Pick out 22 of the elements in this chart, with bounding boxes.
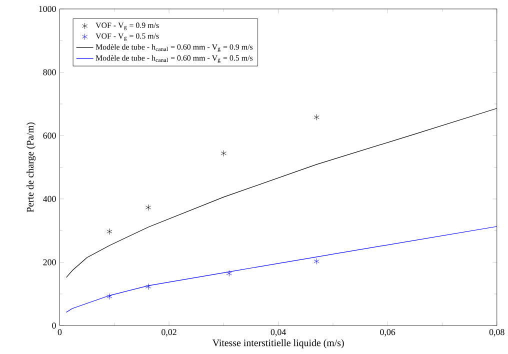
y-tick-label: 800 bbox=[43, 69, 56, 76]
x-axis-title: Vitesse interstitielle liquide (m/s) bbox=[212, 339, 344, 348]
point bbox=[106, 228, 112, 235]
y-tick-label: 1000 bbox=[39, 6, 56, 12]
line-series bbox=[66, 226, 497, 312]
x-tick-label: 0,04 bbox=[270, 328, 286, 336]
x-tick-label: 0 bbox=[58, 328, 62, 335]
point bbox=[145, 204, 152, 210]
y-tick-label: 200 bbox=[43, 259, 56, 266]
point bbox=[314, 114, 320, 120]
point bbox=[145, 283, 152, 290]
point bbox=[220, 150, 226, 156]
y-tick-label: 0 bbox=[52, 322, 56, 328]
point bbox=[314, 258, 320, 264]
point bbox=[106, 293, 112, 300]
point bbox=[226, 270, 232, 276]
x-tick-label: 0,06 bbox=[380, 328, 396, 336]
y-axis-title: Perte de charge (Pa/m) bbox=[26, 122, 36, 212]
y-tick-label: 400 bbox=[43, 196, 56, 202]
y-tick-label: 600 bbox=[43, 132, 56, 138]
x-tick-label: 0,08 bbox=[489, 328, 504, 336]
x-tick-label: 0,02 bbox=[162, 328, 176, 336]
